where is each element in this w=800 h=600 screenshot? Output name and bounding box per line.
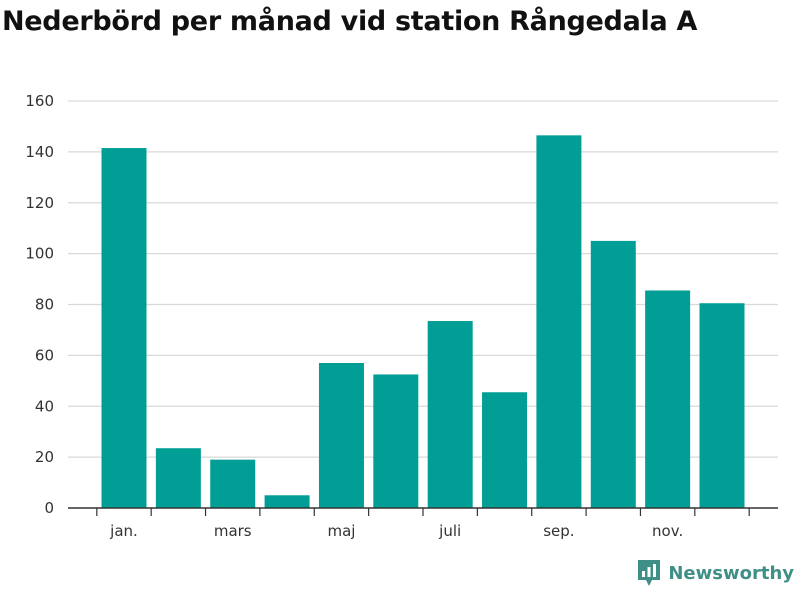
bar-dec xyxy=(699,303,745,508)
y-tick-label: 0 xyxy=(44,499,54,517)
y-tick-label: 40 xyxy=(35,397,54,415)
y-tick-label: 80 xyxy=(35,296,54,314)
bar-feb xyxy=(155,448,201,508)
x-tick-label: nov. xyxy=(652,522,683,540)
y-tick-label: 140 xyxy=(25,143,54,161)
newsworthy-logo-icon xyxy=(638,560,661,586)
y-tick-label: 60 xyxy=(35,346,54,364)
x-tick-label: mars xyxy=(214,522,252,540)
y-tick-label: 20 xyxy=(35,448,54,466)
y-axis-tick-labels: 0 20 40 60 80 100 120 140 160 xyxy=(25,92,54,517)
bars xyxy=(101,135,745,508)
x-tick-label: juli xyxy=(438,522,461,540)
bar-aug xyxy=(482,392,528,508)
brand-name: Newsworthy xyxy=(668,562,794,584)
chart-title: Nederbörd per månad vid station Rångedal… xyxy=(2,6,698,37)
bar-nov xyxy=(645,290,691,508)
y-tick-label: 160 xyxy=(25,92,54,110)
newsworthy-brand: Newsworthy xyxy=(636,558,794,588)
bar-jan xyxy=(101,148,147,508)
bar-juni xyxy=(373,374,419,508)
y-tick-label: 120 xyxy=(25,194,54,212)
y-tick-label: 100 xyxy=(25,245,54,263)
bar-okt xyxy=(590,240,636,508)
bar-sep xyxy=(536,135,582,508)
bar-april xyxy=(264,495,310,508)
bar-mars xyxy=(210,459,256,508)
bar-juli xyxy=(427,321,473,508)
x-tick-label: sep. xyxy=(543,522,574,540)
x-tick-label: jan. xyxy=(109,522,138,540)
x-axis-ticks: jan. mars maj juli sep. nov. xyxy=(96,508,750,540)
x-tick-label: maj xyxy=(327,522,355,540)
bar-maj xyxy=(318,363,364,508)
